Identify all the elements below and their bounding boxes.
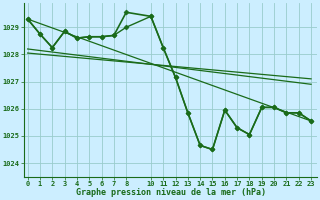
X-axis label: Graphe pression niveau de la mer (hPa): Graphe pression niveau de la mer (hPa) [76,188,266,197]
